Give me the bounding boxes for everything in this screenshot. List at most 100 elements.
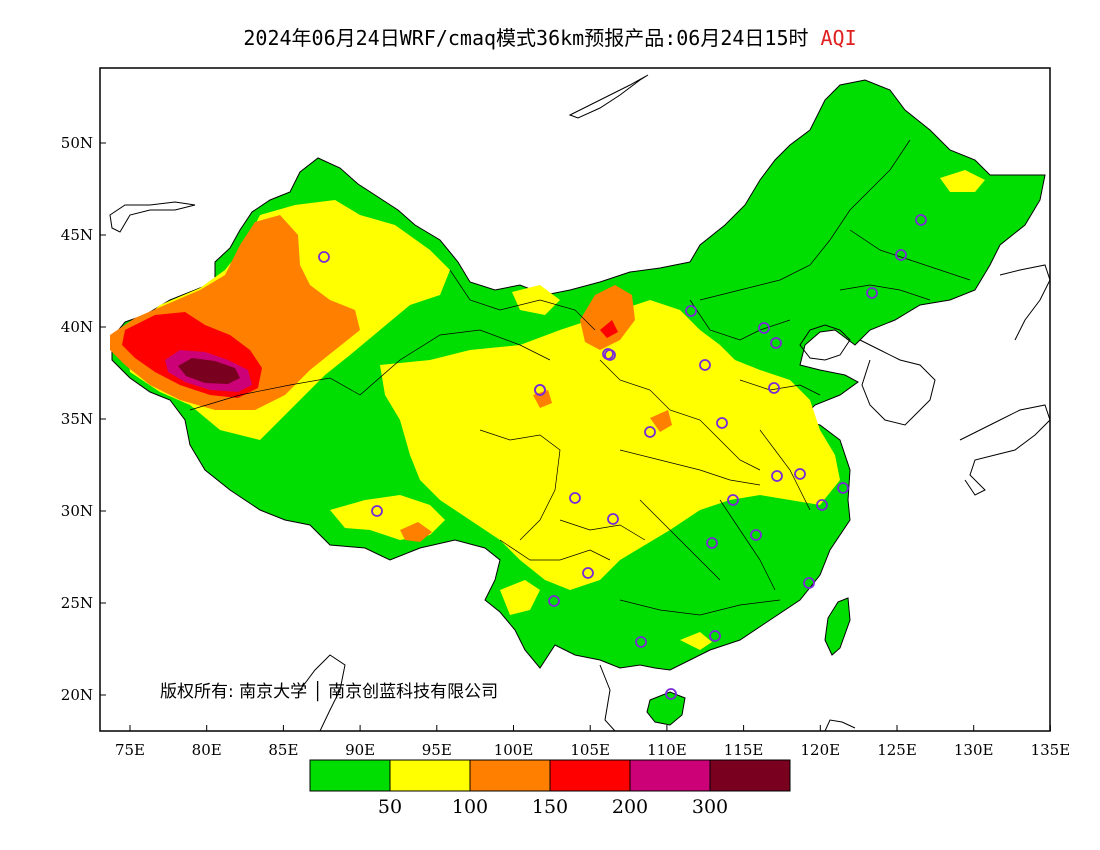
red-zone-ordos	[600, 320, 618, 338]
boundary-qinghai	[359, 329, 551, 396]
foreign-coastlines	[109, 74, 1050, 731]
boundary-gansu	[449, 269, 596, 331]
station-marker-harbin	[895, 249, 907, 261]
station-marker-nanjing	[794, 468, 806, 480]
latitude-axis: 50N 45N 40N 35N 30N 25N 20N	[61, 134, 106, 704]
title-variable: AQI	[820, 26, 857, 50]
station-marker-hohhot	[685, 305, 697, 317]
y-tick-label: 40N	[61, 318, 93, 336]
boundary-central	[599, 359, 761, 471]
legend-swatch	[709, 759, 791, 792]
station-marker-nanning	[635, 636, 647, 648]
x-tick-label: 90E	[345, 741, 375, 759]
station-marker-guangzhou	[709, 630, 721, 642]
legend-label: 300	[692, 796, 728, 818]
station-marker-zhengzhou	[716, 417, 728, 429]
boundary-hunan	[639, 499, 721, 581]
longitude-axis: 75E 80E 85E 90E 95E 100E 105E 110E 115E 120E 125E 1…	[115, 725, 1070, 759]
legend-swatch	[389, 759, 471, 792]
x-tick-label: 105E	[570, 741, 610, 759]
station-marker-kunming	[548, 595, 560, 607]
boundary-jiangxi	[719, 499, 776, 591]
japan-coast	[959, 404, 1050, 496]
aral-sea	[109, 201, 196, 233]
station-marker-shenyang	[915, 214, 927, 226]
station-marker-chengdu	[569, 492, 581, 504]
legend-label: 200	[612, 796, 648, 818]
boundary-hebei	[689, 299, 791, 341]
korea-coast	[859, 339, 936, 426]
boundary-hubei	[619, 449, 761, 486]
y-tick-label: 30N	[61, 502, 93, 520]
taiwan-island	[824, 597, 851, 656]
station-marker-shijiazhuang	[699, 359, 711, 371]
yellow-yunnan	[500, 580, 540, 615]
x-tick-label: 135E	[1031, 741, 1071, 759]
boundary-northeast	[849, 229, 971, 281]
maroon-zone	[178, 358, 240, 384]
philippines-coast	[824, 719, 856, 731]
station-marker-chongqing	[607, 513, 619, 525]
boundary-anhui	[759, 429, 811, 511]
indochina-coast	[599, 664, 616, 731]
y-tick-label: 20N	[61, 686, 93, 704]
station-marker-nanchang	[750, 529, 762, 541]
x-tick-label: 100E	[494, 741, 534, 759]
boundary-jilin	[839, 284, 931, 301]
map-layers	[109, 74, 1050, 731]
orange-shaanxi	[650, 410, 672, 432]
yellow-inner-mongolia	[512, 285, 560, 315]
y-tick-label: 45N	[61, 226, 93, 244]
station-marker-shanghai	[837, 482, 849, 494]
title-main: 2024年06月24日WRF/cmaq模式36km预报产品:06月24日15时	[243, 26, 809, 50]
yellow-central	[380, 300, 840, 590]
x-tick-label: 120E	[801, 741, 841, 759]
russia-coast	[999, 264, 1050, 341]
yellow-guangxi	[680, 632, 712, 650]
station-marker-xining	[534, 384, 546, 396]
x-tick-label: 95E	[422, 741, 452, 759]
y-tick-label: 50N	[61, 134, 93, 152]
yellow-northeast	[940, 170, 985, 192]
legend-swatch	[629, 759, 711, 792]
map-title: 2024年06月24日WRF/cmaq模式36km预报产品:06月24日15时 A…	[0, 22, 1100, 51]
x-tick-label: 115E	[724, 741, 764, 759]
station-marker-changchun	[866, 287, 878, 299]
boundary-yunnan	[499, 539, 611, 561]
legend-label: 150	[532, 796, 568, 818]
x-tick-label: 75E	[115, 741, 145, 759]
legend-label: 50	[378, 796, 402, 818]
station-marker-guiyang	[582, 567, 594, 579]
station-marker-hefei	[771, 470, 783, 482]
x-tick-label: 125E	[877, 741, 917, 759]
x-tick-label: 85E	[268, 741, 298, 759]
copyright-text: 版权所有: 南京大学 │ 南京创蓝科技有限公司	[160, 681, 498, 702]
boundary-shandong	[739, 379, 821, 396]
station-marker-hangzhou	[816, 499, 828, 511]
station-marker-changsha	[706, 537, 718, 549]
orange-tibet	[400, 522, 432, 542]
x-tick-label: 130E	[954, 741, 994, 759]
station-marker-wuhan	[727, 494, 739, 506]
boundary-inner-mongolia	[699, 139, 911, 301]
station-marker-taiyuan	[644, 426, 656, 438]
bohai-coast	[799, 324, 851, 361]
station-marker-xian	[604, 349, 616, 361]
station-marker-lhasa	[371, 505, 383, 517]
aqi-legend: 50 100 150 200 300	[309, 759, 791, 818]
legend-swatch	[309, 759, 391, 792]
x-tick-label: 110E	[647, 741, 687, 759]
station-marker-tianjin	[770, 337, 782, 349]
y-tick-label: 35N	[61, 410, 93, 428]
station-marker-jinan	[768, 382, 780, 394]
boundary-guizhou	[559, 519, 646, 541]
india-coast	[299, 654, 346, 731]
province-boundaries	[189, 139, 971, 616]
station-marker-beijing	[758, 322, 770, 334]
hainan-island	[646, 691, 686, 726]
station-marker-haikou	[665, 688, 677, 700]
boundary-guangdong	[619, 599, 781, 616]
legend-label: 100	[452, 796, 488, 818]
map-frame	[99, 67, 1051, 732]
